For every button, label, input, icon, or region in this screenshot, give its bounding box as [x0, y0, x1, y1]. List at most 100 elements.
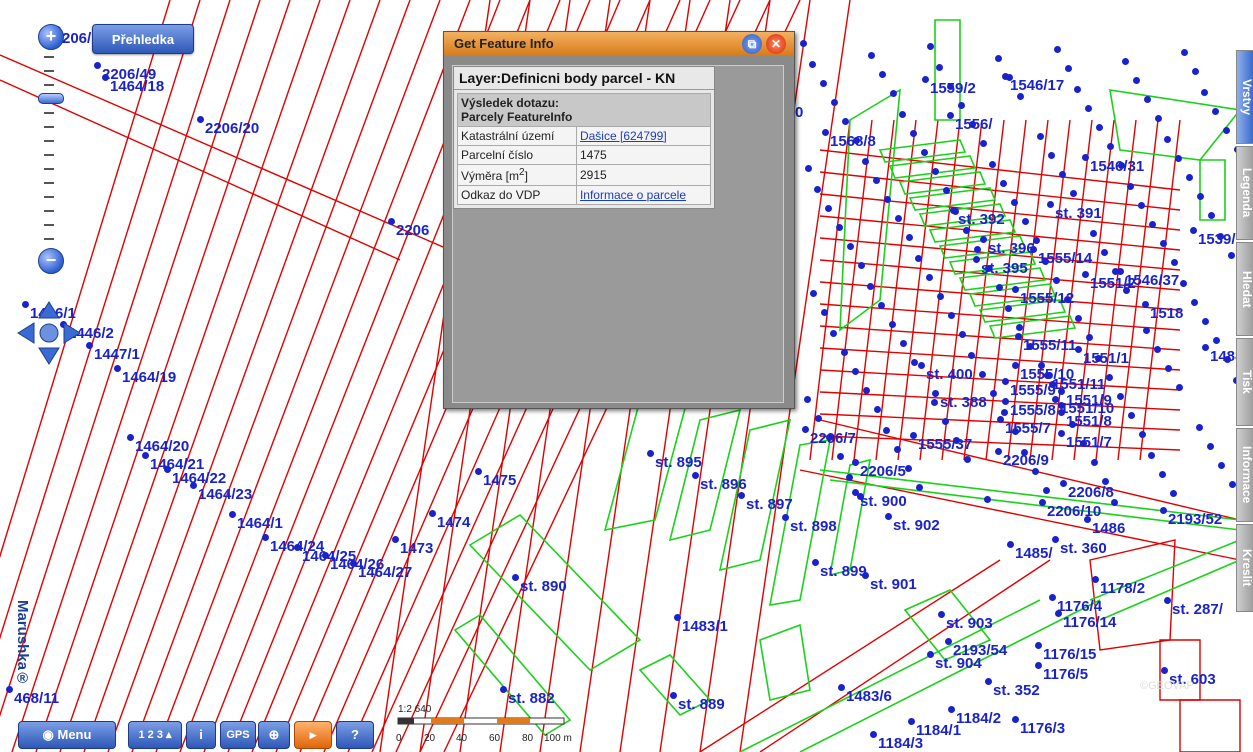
parcel-point[interactable]	[974, 246, 981, 253]
parcel-point[interactable]	[1058, 430, 1065, 437]
parcel-point[interactable]	[995, 55, 1002, 62]
tab-search[interactable]: Hledat	[1236, 242, 1253, 336]
parcel-point[interactable]	[1017, 93, 1024, 100]
parcel-point[interactable]	[1175, 155, 1182, 162]
parcel-point[interactable]	[945, 638, 952, 645]
parcel-point[interactable]	[1082, 271, 1089, 278]
parcel-point[interactable]	[900, 340, 907, 347]
parcel-point[interactable]	[922, 76, 929, 83]
parcel-point[interactable]	[1035, 662, 1042, 669]
parcel-point[interactable]	[995, 448, 1002, 455]
parcel-point[interactable]	[908, 718, 915, 725]
parcel-point[interactable]	[782, 514, 789, 521]
parcel-point[interactable]	[964, 456, 971, 463]
parcel-point[interactable]	[1143, 327, 1150, 334]
parcel-point[interactable]	[1149, 221, 1156, 228]
parcel-point[interactable]	[1196, 424, 1203, 431]
parcel-point[interactable]	[1007, 541, 1014, 548]
parcel-point[interactable]	[1001, 409, 1008, 416]
parcel-point[interactable]	[862, 158, 869, 165]
parcel-point[interactable]	[1165, 365, 1172, 372]
parcel-point[interactable]	[812, 559, 819, 566]
parcel-point[interactable]	[1127, 183, 1134, 190]
parcel-point[interactable]	[1202, 344, 1209, 351]
parcel-point[interactable]	[1117, 268, 1124, 275]
parcel-point[interactable]	[1012, 286, 1019, 293]
parcel-point[interactable]	[1224, 356, 1231, 363]
parcel-point[interactable]	[429, 510, 436, 517]
parcel-point[interactable]	[86, 342, 93, 349]
parcel-point[interactable]	[810, 290, 817, 297]
parcel-point[interactable]	[953, 437, 960, 444]
parcel-point[interactable]	[878, 302, 885, 309]
parcel-point[interactable]	[1086, 334, 1093, 341]
parcel-point[interactable]	[958, 102, 965, 109]
parcel-point[interactable]	[821, 309, 828, 316]
parcel-point[interactable]	[1164, 136, 1171, 143]
parcel-point[interactable]	[883, 427, 890, 434]
parcel-point[interactable]	[1191, 299, 1198, 306]
parcel-point[interactable]	[1012, 428, 1019, 435]
parcel-point[interactable]	[1181, 49, 1188, 56]
parcel-point[interactable]	[1053, 277, 1060, 284]
parcel-point[interactable]	[943, 187, 950, 194]
locate-button[interactable]: ⊕	[258, 721, 290, 749]
parcel-point[interactable]	[847, 243, 854, 250]
parcel-point[interactable]	[952, 208, 959, 215]
parcel-point[interactable]	[512, 574, 519, 581]
parcel-point[interactable]	[1090, 230, 1097, 237]
parcel-point[interactable]	[1186, 174, 1193, 181]
parcel-point[interactable]	[926, 274, 933, 281]
parcel-point[interactable]	[1082, 154, 1089, 161]
parcel-point[interactable]	[985, 265, 992, 272]
parcel-point[interactable]	[938, 611, 945, 618]
parcel-point[interactable]	[1049, 594, 1056, 601]
zoom-out-button[interactable]: −	[38, 248, 64, 274]
zoom-slider-knob[interactable]	[38, 93, 64, 104]
parcel-point[interactable]	[867, 283, 874, 290]
parcel-point[interactable]	[968, 352, 975, 359]
parcel-point[interactable]	[985, 678, 992, 685]
parcel-point[interactable]	[800, 40, 807, 47]
parcel-point[interactable]	[127, 434, 134, 441]
parcel-point[interactable]	[862, 572, 869, 579]
parcel-point[interactable]	[1102, 478, 1109, 485]
parcel-point[interactable]	[1171, 259, 1178, 266]
parcel-point[interactable]	[1069, 421, 1076, 428]
parcel-point[interactable]	[164, 466, 171, 473]
parcel-point[interactable]	[948, 312, 955, 319]
parcel-point[interactable]	[475, 468, 482, 475]
parcel-point[interactable]	[825, 205, 832, 212]
parcel-point[interactable]	[1091, 459, 1098, 466]
parcel-point[interactable]	[1148, 452, 1155, 459]
parcel-point[interactable]	[894, 446, 901, 453]
parcel-point[interactable]	[1065, 65, 1072, 72]
parcel-point[interactable]	[853, 137, 860, 144]
tab-legend[interactable]: Legenda	[1236, 146, 1253, 240]
info-button[interactable]: i	[186, 721, 216, 749]
parcel-point[interactable]	[831, 99, 838, 106]
parcel-point[interactable]	[1075, 315, 1082, 322]
parcel-point[interactable]	[738, 492, 745, 499]
parcel-point[interactable]	[1052, 396, 1059, 403]
parcel-point[interactable]	[979, 371, 986, 378]
parcel-point[interactable]	[1207, 443, 1214, 450]
parcel-point[interactable]	[932, 390, 939, 397]
feature-info-titlebar[interactable]: Get Feature Info ⧉ ✕	[444, 32, 794, 56]
parcel-point[interactable]	[1180, 280, 1187, 287]
parcel-point[interactable]	[1080, 440, 1087, 447]
parcel-point[interactable]	[1016, 324, 1023, 331]
parcel-point[interactable]	[1170, 490, 1177, 497]
parcel-point[interactable]	[1112, 268, 1119, 275]
parcel-point[interactable]	[868, 52, 875, 59]
tab-information[interactable]: Informace	[1236, 428, 1253, 522]
parcel-point[interactable]	[1190, 227, 1197, 234]
parcel-point[interactable]	[814, 186, 821, 193]
parcel-point[interactable]	[1229, 481, 1236, 488]
parcel-point[interactable]	[837, 453, 844, 460]
parcel-point[interactable]	[895, 215, 902, 222]
parcel-point[interactable]	[1128, 412, 1135, 419]
parcel-point[interactable]	[1202, 318, 1209, 325]
parcel-point[interactable]	[1123, 287, 1130, 294]
parcel-point[interactable]	[822, 129, 829, 136]
